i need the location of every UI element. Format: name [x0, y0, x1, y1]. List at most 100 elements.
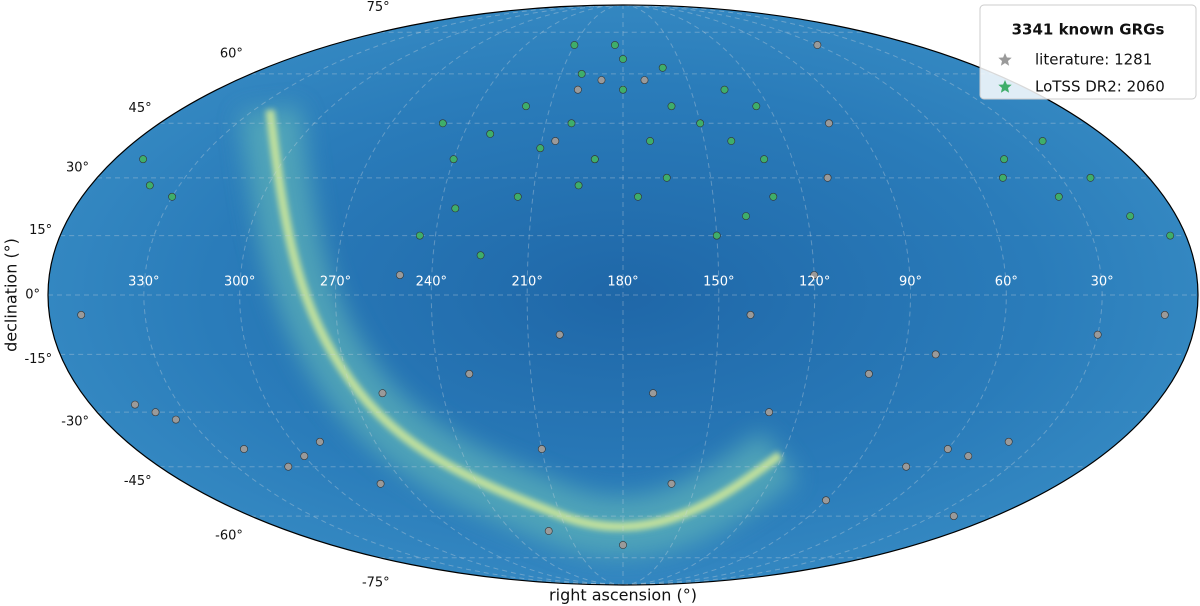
data-point — [769, 192, 778, 201]
data-point — [574, 85, 582, 94]
x-axis-label: right ascension (°) — [549, 586, 697, 605]
sky-background — [48, 5, 1198, 585]
data-point — [640, 76, 649, 84]
sky-fill — [48, 5, 1198, 585]
y-tick-label: -75° — [362, 575, 390, 590]
data-point — [577, 70, 586, 78]
data-point — [168, 192, 176, 201]
data-point — [658, 63, 667, 72]
data-point — [139, 155, 147, 164]
data-point — [555, 330, 564, 339]
y-tick-label: 45° — [129, 101, 152, 116]
grid-line — [430, 5, 624, 585]
data-point — [536, 144, 545, 153]
x-tick-label: 30° — [1091, 275, 1114, 290]
legend-title: 3341 known GRGs — [1012, 21, 1165, 39]
data-point — [727, 137, 736, 145]
data-point — [449, 155, 458, 164]
data-point — [667, 102, 676, 111]
data-point — [378, 389, 387, 398]
data-point — [395, 271, 404, 279]
data-point — [634, 192, 642, 201]
grid-line — [622, 5, 912, 585]
data-point — [696, 119, 705, 128]
data-point — [1000, 155, 1008, 164]
x-tick-label: 180° — [607, 275, 638, 290]
data-point — [611, 41, 619, 49]
data-point — [931, 350, 940, 359]
data-point — [171, 415, 180, 424]
data-point — [752, 102, 761, 111]
x-tick-label: 330° — [128, 275, 159, 290]
data-point — [823, 173, 832, 182]
data-point — [1086, 173, 1095, 182]
data-point — [1126, 212, 1135, 220]
data-point — [1093, 330, 1102, 339]
legend-marker — [998, 53, 1012, 66]
grid-line — [622, 5, 816, 585]
grid-line — [622, 5, 1103, 585]
data-point — [720, 85, 729, 94]
data-point — [865, 369, 873, 378]
data-point — [551, 137, 560, 145]
map-outline — [47, 4, 1199, 586]
grid-line — [239, 5, 624, 585]
data-point — [813, 41, 822, 49]
data-point — [476, 251, 485, 260]
y-tick-label: -60° — [215, 529, 243, 544]
x-tick-label: 120° — [799, 275, 830, 290]
x-tick-label: 90° — [899, 275, 922, 290]
data-point — [1004, 437, 1013, 446]
data-point — [746, 310, 755, 319]
data-point — [486, 129, 495, 138]
labels: 330° 300° 270° 240° 210° 180° 150° 120° 90° 60° 30… — [24, 0, 1113, 590]
data-point — [438, 119, 447, 128]
y-tick-label: 75° — [367, 0, 390, 15]
legend-marker — [998, 80, 1012, 93]
data-point — [822, 496, 830, 505]
data-point — [999, 173, 1007, 182]
y-tick-label: 60° — [220, 46, 243, 61]
data-point — [544, 527, 553, 535]
data-point — [810, 271, 819, 279]
data-point — [574, 181, 583, 190]
y-tick-label: 0° — [25, 288, 40, 303]
data-point — [131, 400, 139, 409]
grid-line — [143, 5, 624, 585]
data-point — [712, 231, 721, 240]
x-tick-label: 210° — [512, 275, 543, 290]
data-point — [964, 452, 973, 460]
x-tick-label: 60° — [995, 275, 1018, 290]
grid-line — [622, 5, 1007, 585]
grid — [48, 5, 1198, 585]
data-point — [415, 231, 424, 240]
y-axis-label: declination (°) — [2, 238, 21, 352]
legend-label: literature: 1281 — [1035, 51, 1152, 69]
data-point — [619, 541, 627, 549]
points — [77, 41, 1175, 549]
data-point — [1160, 310, 1169, 319]
data-point — [465, 369, 474, 378]
data-point — [662, 173, 671, 182]
y-tick-label: -15° — [24, 352, 52, 367]
data-point — [1038, 137, 1047, 145]
x-tick-label: 300° — [224, 275, 255, 290]
data-point — [825, 119, 833, 128]
y-tick-label: -45° — [124, 474, 152, 489]
data-point — [284, 462, 293, 471]
y-tick-label: 30° — [66, 160, 89, 175]
legend-label: LoTSS DR2: 2060 — [1035, 78, 1165, 96]
data-point — [513, 192, 522, 201]
x-tick-label: 240° — [416, 275, 447, 290]
data-point — [597, 76, 606, 84]
data-point — [760, 155, 768, 164]
data-point — [315, 437, 324, 446]
data-point — [646, 137, 654, 145]
data-point — [949, 512, 958, 520]
galactic-plane — [265, 109, 783, 532]
data-point — [300, 452, 309, 460]
data-point — [1166, 231, 1175, 240]
data-point — [570, 41, 579, 49]
